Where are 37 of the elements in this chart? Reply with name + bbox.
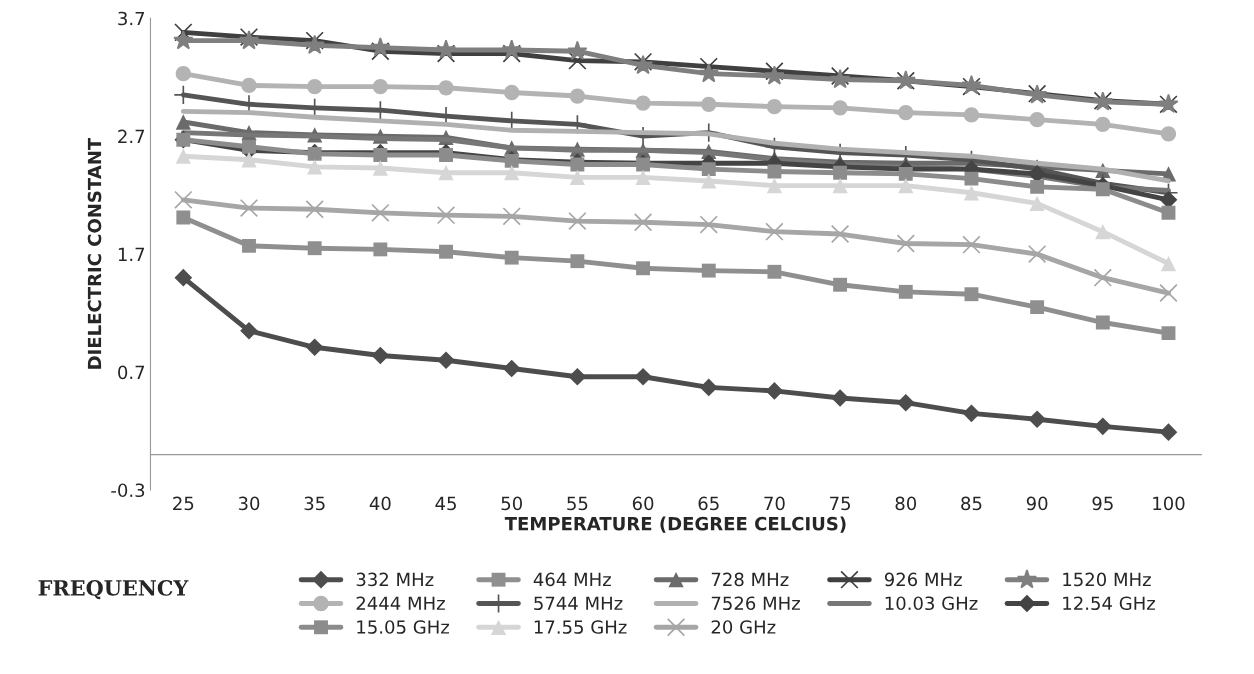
- x-tick-label: 85: [961, 496, 982, 511]
- x-tick-label: 60: [632, 496, 654, 511]
- legend-label: 7526 MHz: [711, 596, 800, 611]
- x-tick-label: 65: [698, 496, 719, 511]
- y-tick-label: -0.3: [111, 483, 145, 498]
- y-axis-title: DIELECTRIC CONSTANT: [87, 137, 102, 369]
- y-tick-label: 1.7: [118, 247, 145, 261]
- legend-label: 464 MHz: [533, 572, 611, 587]
- legend-label: 332 MHz: [356, 572, 434, 587]
- legend-label: 728 MHz: [711, 572, 789, 587]
- x-tick-label: 70: [764, 496, 785, 511]
- x-tick-label: 30: [238, 496, 260, 511]
- x-tick-label: 95: [1092, 496, 1113, 511]
- legend-label: 17.55 GHz: [534, 620, 627, 634]
- legend-title: FREQUENCY: [38, 580, 189, 600]
- legend-label: 10.03 GHz: [885, 596, 978, 611]
- legend-label: 2444 MHz: [356, 596, 445, 610]
- legend-label: 5744 MHz: [534, 596, 623, 611]
- x-axis-title: TEMPERATURE (DEGREE CELCIUS): [504, 516, 846, 533]
- x-tick-label: 80: [895, 496, 917, 511]
- x-tick-label: 50: [501, 496, 522, 511]
- legend-label: 15.05 GHz: [357, 620, 450, 634]
- x-tick-label: 40: [369, 496, 391, 511]
- x-tick-label: 35: [304, 496, 325, 511]
- y-tick-label: 0.7: [118, 365, 145, 380]
- legend-label: 12.54 GHz: [1063, 596, 1155, 611]
- x-tick-label: 75: [830, 496, 851, 511]
- x-tick-label: 45: [435, 496, 456, 511]
- y-tick-label: 3.7: [118, 11, 145, 26]
- x-tick-label: 100: [1153, 496, 1185, 511]
- legend-label: 1520 MHz: [1063, 572, 1151, 587]
- legend-label: 926 MHz: [884, 572, 962, 587]
- x-tick-label: 25: [173, 496, 194, 511]
- x-tick-label: 90: [1026, 496, 1048, 511]
- x-tick-label: 55: [567, 496, 588, 511]
- legend-label: 20 GHz: [711, 620, 776, 634]
- y-tick-label: 2.7: [118, 129, 145, 144]
